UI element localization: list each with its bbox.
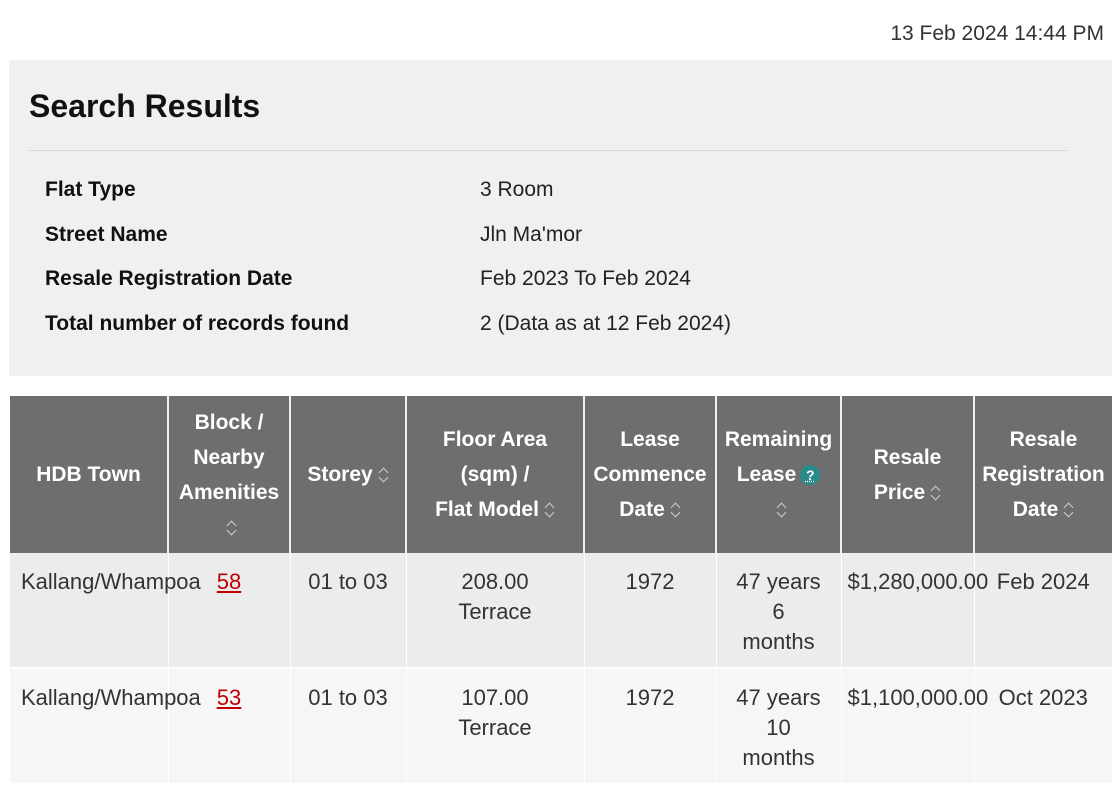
cell-block: 58 bbox=[167, 553, 290, 669]
header-label: Resale bbox=[1009, 428, 1078, 451]
flat-model-value: Terrace bbox=[458, 715, 532, 740]
header-label: Commence bbox=[593, 463, 707, 486]
header-label: Date bbox=[1012, 498, 1059, 521]
remaining-lease-part: 6 bbox=[772, 599, 785, 624]
cell-block: 53 bbox=[167, 668, 290, 783]
summary-row-registration-date: Resale Registration Date Feb 2023 To Feb… bbox=[45, 267, 1092, 297]
header-label: Lease bbox=[620, 428, 680, 451]
sort-icon[interactable] bbox=[543, 501, 555, 519]
table-row: Kallang/Whampoa 58 01 to 03 208.00 Terra… bbox=[10, 553, 1112, 669]
header-label: HDB Town bbox=[36, 463, 141, 486]
column-header-remaining-lease[interactable]: Remaining Lease? bbox=[715, 396, 841, 553]
header-label: Amenities bbox=[178, 480, 280, 504]
column-header-storey[interactable]: Storey bbox=[289, 396, 406, 553]
cell-storey: 01 to 03 bbox=[289, 553, 406, 669]
column-header-floor-area[interactable]: Floor Area (sqm) / Flat Model bbox=[405, 396, 584, 553]
header-label: Floor Area bbox=[442, 428, 548, 451]
column-header-lease-commence[interactable]: Lease Commence Date bbox=[583, 396, 716, 553]
sort-icon[interactable] bbox=[669, 501, 681, 519]
summary-value: 2 (Data as at 12 Feb 2024) bbox=[480, 312, 731, 335]
floor-area-value: 107.00 bbox=[461, 685, 529, 710]
block-link[interactable]: 58 bbox=[216, 569, 242, 594]
page-title: Search Results bbox=[29, 88, 261, 124]
cell-remaining-lease: 47 years 10 months bbox=[715, 668, 841, 783]
search-summary-panel: Search Results Flat Type 3 Room Street N… bbox=[9, 60, 1112, 376]
header-label: Flat Model bbox=[435, 498, 539, 521]
header-label: Block / bbox=[194, 410, 264, 434]
resale-results-table: HDB Town Block / Nearby Amenities Storey… bbox=[10, 396, 1112, 783]
sort-icon[interactable] bbox=[929, 484, 941, 502]
summary-label: Total number of records found bbox=[45, 312, 350, 335]
cell-town: Kallang/Whampoa bbox=[10, 668, 201, 783]
remaining-lease-part: 10 bbox=[766, 715, 791, 740]
flat-model-value: Terrace bbox=[458, 599, 532, 624]
column-header-registration-date[interactable]: Resale Registration Date bbox=[973, 396, 1112, 553]
header-label: Remaining bbox=[724, 428, 833, 451]
sort-icon[interactable] bbox=[775, 501, 787, 519]
header-label: Nearby bbox=[193, 445, 265, 469]
sort-icon[interactable] bbox=[377, 466, 389, 484]
cell-lease-commence: 1972 bbox=[583, 668, 716, 783]
cell-remaining-lease: 47 years 6 months bbox=[715, 553, 841, 669]
cell-resale-price: $1,280,000.00 bbox=[840, 553, 988, 669]
table-row: Kallang/Whampoa 53 01 to 03 107.00 Terra… bbox=[10, 668, 1112, 783]
header-label: Resale bbox=[873, 445, 942, 469]
summary-label: Street Name bbox=[45, 223, 168, 246]
cell-floor-area: 208.00 Terrace bbox=[405, 553, 584, 669]
summary-row-flat-type: Flat Type 3 Room bbox=[45, 178, 1092, 208]
header-label: Registration bbox=[982, 463, 1105, 486]
cell-storey: 01 to 03 bbox=[289, 668, 406, 783]
sort-icon[interactable] bbox=[1062, 501, 1074, 519]
header-label: Price bbox=[873, 480, 926, 504]
header-label: (sqm) / bbox=[460, 463, 530, 486]
cell-registration-date: Feb 2024 bbox=[973, 553, 1112, 669]
column-header-block[interactable]: Block / Nearby Amenities bbox=[167, 396, 290, 553]
block-link[interactable]: 53 bbox=[216, 685, 242, 710]
summary-label: Resale Registration Date bbox=[45, 267, 293, 290]
summary-value: 3 Room bbox=[480, 178, 554, 201]
column-header-town[interactable]: HDB Town bbox=[10, 396, 168, 553]
cell-floor-area: 107.00 Terrace bbox=[405, 668, 584, 783]
remaining-lease-part: 47 years bbox=[736, 569, 821, 594]
header-label: Lease bbox=[736, 463, 797, 486]
summary-value: Jln Ma'mor bbox=[480, 223, 583, 246]
header-label: Storey bbox=[307, 463, 373, 486]
header-label: Date bbox=[619, 498, 665, 521]
summary-label: Flat Type bbox=[45, 178, 136, 201]
cell-resale-price: $1,100,000.00 bbox=[840, 668, 988, 783]
summary-row-record-count: Total number of records found 2 (Data as… bbox=[45, 312, 1092, 342]
divider bbox=[29, 150, 1067, 151]
cell-town: Kallang/Whampoa bbox=[10, 553, 201, 669]
sort-icon[interactable] bbox=[225, 519, 237, 537]
cell-lease-commence: 1972 bbox=[583, 553, 716, 669]
table-header-row: HDB Town Block / Nearby Amenities Storey… bbox=[10, 396, 1112, 553]
remaining-lease-part: 47 years bbox=[736, 685, 821, 710]
cell-registration-date: Oct 2023 bbox=[973, 668, 1112, 783]
page-timestamp: 13 Feb 2024 14:44 PM bbox=[890, 22, 1104, 45]
column-header-resale-price[interactable]: Resale Price bbox=[840, 396, 974, 553]
help-icon[interactable]: ? bbox=[800, 465, 821, 485]
summary-row-street-name: Street Name Jln Ma'mor bbox=[45, 223, 1092, 253]
remaining-lease-part: months bbox=[742, 745, 815, 770]
floor-area-value: 208.00 bbox=[461, 569, 529, 594]
remaining-lease-part: months bbox=[742, 629, 815, 654]
summary-value: Feb 2023 To Feb 2024 bbox=[480, 267, 691, 290]
